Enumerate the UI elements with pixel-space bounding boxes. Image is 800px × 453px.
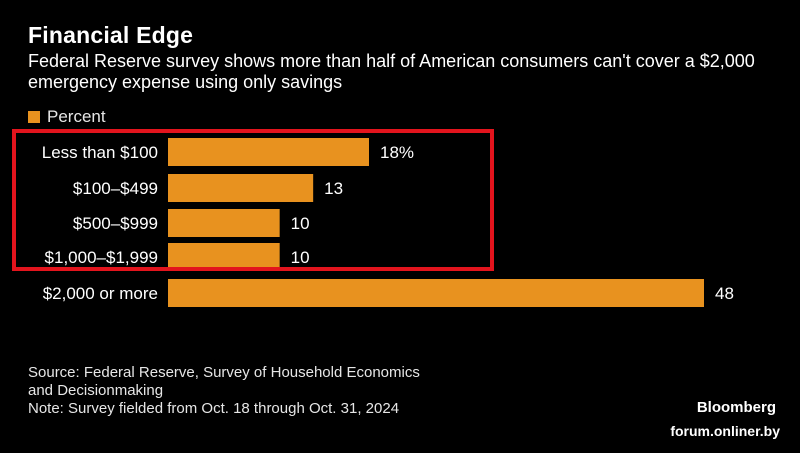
- source-line: Source: Federal Reserve, Survey of House…: [28, 364, 420, 381]
- bar: [168, 279, 704, 307]
- chart-subtitle: Federal Reserve survey shows more than h…: [28, 51, 755, 92]
- source-note: Source: Federal Reserve, Survey of House…: [28, 364, 548, 418]
- category-label: Less than $100: [42, 143, 158, 162]
- note-line: Note: Survey fielded from Oct. 18 throug…: [28, 400, 400, 417]
- watermark: forum.onliner.by: [670, 423, 780, 439]
- bar: [168, 243, 280, 271]
- value-label: 10: [291, 214, 310, 233]
- value-label: 10: [291, 248, 310, 267]
- value-label: 48: [715, 284, 734, 303]
- bar: [168, 138, 369, 166]
- category-label: $500–$999: [73, 214, 158, 233]
- category-label: $1,000–$1,999: [45, 248, 158, 267]
- bar-chart: Less than $100 18% $100–$499 13 $500–$999 10 $…: [42, 138, 734, 307]
- bar: [168, 209, 280, 237]
- source-line: and Decisionmaking: [28, 382, 164, 399]
- legend-label: Percent: [47, 107, 106, 126]
- value-label: 13: [324, 179, 343, 198]
- legend: Percent: [28, 107, 106, 127]
- bar: [168, 174, 314, 202]
- chart-title: Financial Edge: [28, 22, 194, 48]
- legend-swatch: [28, 111, 40, 123]
- category-label: $100–$499: [73, 179, 158, 198]
- highlight-box: [12, 129, 494, 271]
- value-label: 18%: [380, 143, 414, 162]
- category-label: $2,000 or more: [43, 284, 158, 303]
- brand-logo: Bloomberg: [696, 399, 776, 416]
